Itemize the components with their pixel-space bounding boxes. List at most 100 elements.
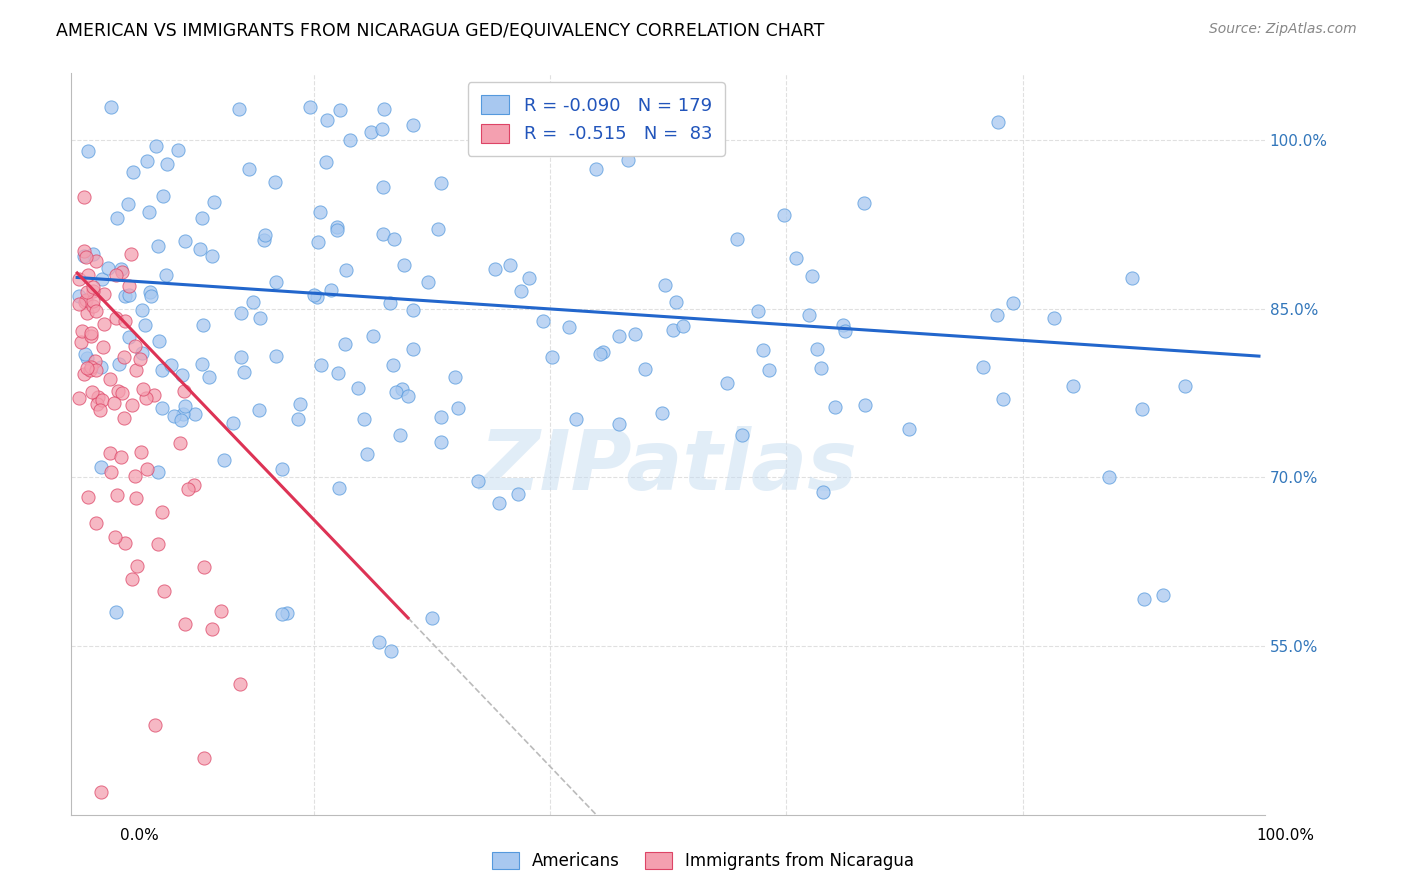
- Point: [112, 410, 135, 425]
- Point: [173, 384, 195, 399]
- Point: [402, 118, 425, 132]
- Point: [110, 450, 132, 464]
- Point: [191, 357, 214, 371]
- Point: [79, 363, 101, 377]
- Point: [107, 384, 129, 398]
- Point: [69, 334, 91, 349]
- Point: [70, 324, 93, 338]
- Point: [402, 342, 425, 356]
- Point: [152, 583, 174, 598]
- Point: [304, 288, 326, 302]
- Point: [82, 284, 104, 298]
- Point: [785, 251, 807, 265]
- Point: [1062, 378, 1084, 392]
- Point: [80, 326, 103, 341]
- Point: [82, 246, 104, 260]
- Point: [264, 275, 287, 289]
- Point: [516, 111, 538, 125]
- Point: [811, 484, 834, 499]
- Point: [371, 180, 394, 194]
- Point: [139, 285, 162, 299]
- Point: [806, 342, 828, 356]
- Point: [148, 465, 170, 479]
- Point: [373, 102, 395, 116]
- Point: [229, 350, 252, 364]
- Point: [1152, 588, 1174, 602]
- Point: [150, 505, 173, 519]
- Point: [212, 453, 235, 467]
- Text: Source: ZipAtlas.com: Source: ZipAtlas.com: [1209, 22, 1357, 37]
- Point: [76, 144, 98, 158]
- Point: [163, 409, 186, 424]
- Point: [751, 343, 773, 357]
- Point: [824, 400, 846, 414]
- Point: [169, 436, 191, 450]
- Point: [84, 304, 107, 318]
- Point: [173, 234, 195, 248]
- Point: [193, 560, 215, 574]
- Point: [565, 412, 588, 426]
- Point: [191, 318, 214, 333]
- Point: [517, 271, 540, 285]
- Point: [67, 391, 90, 405]
- Point: [103, 395, 125, 409]
- Point: [430, 409, 453, 424]
- Point: [191, 211, 214, 225]
- Point: [333, 337, 356, 351]
- Point: [148, 334, 170, 349]
- Point: [254, 227, 277, 242]
- Point: [125, 491, 148, 505]
- Point: [852, 196, 875, 211]
- Point: [716, 376, 738, 390]
- Point: [271, 607, 294, 621]
- Point: [326, 220, 349, 235]
- Point: [810, 360, 832, 375]
- Point: [134, 318, 156, 333]
- Point: [382, 232, 405, 246]
- Point: [124, 339, 146, 353]
- Point: [758, 363, 780, 377]
- Point: [1130, 401, 1153, 416]
- Point: [131, 445, 153, 459]
- Point: [146, 537, 169, 551]
- Point: [315, 154, 337, 169]
- Point: [607, 329, 630, 343]
- Point: [107, 358, 129, 372]
- Point: [122, 165, 145, 179]
- Point: [228, 102, 250, 116]
- Point: [87, 390, 110, 404]
- Point: [592, 344, 614, 359]
- Point: [644, 118, 666, 132]
- Point: [834, 325, 856, 339]
- Point: [145, 139, 167, 153]
- Point: [184, 407, 207, 421]
- Point: [156, 157, 179, 171]
- Point: [93, 317, 115, 331]
- Point: [229, 677, 252, 691]
- Point: [73, 367, 96, 381]
- Point: [80, 384, 103, 399]
- Point: [114, 536, 136, 550]
- Point: [105, 211, 128, 225]
- Point: [90, 272, 112, 286]
- Point: [309, 358, 332, 372]
- Point: [616, 153, 638, 167]
- Point: [121, 572, 143, 586]
- Point: [117, 197, 139, 211]
- Point: [430, 435, 453, 450]
- Point: [69, 271, 91, 285]
- Point: [197, 369, 219, 384]
- Point: [541, 350, 564, 364]
- Point: [371, 227, 394, 241]
- Point: [105, 488, 128, 502]
- Point: [80, 329, 103, 343]
- Point: [222, 416, 245, 430]
- Point: [832, 318, 855, 333]
- Point: [73, 249, 96, 263]
- Point: [499, 258, 522, 272]
- Point: [209, 604, 232, 618]
- Point: [67, 289, 90, 303]
- Point: [172, 368, 194, 382]
- Point: [73, 244, 96, 258]
- Point: [135, 391, 157, 405]
